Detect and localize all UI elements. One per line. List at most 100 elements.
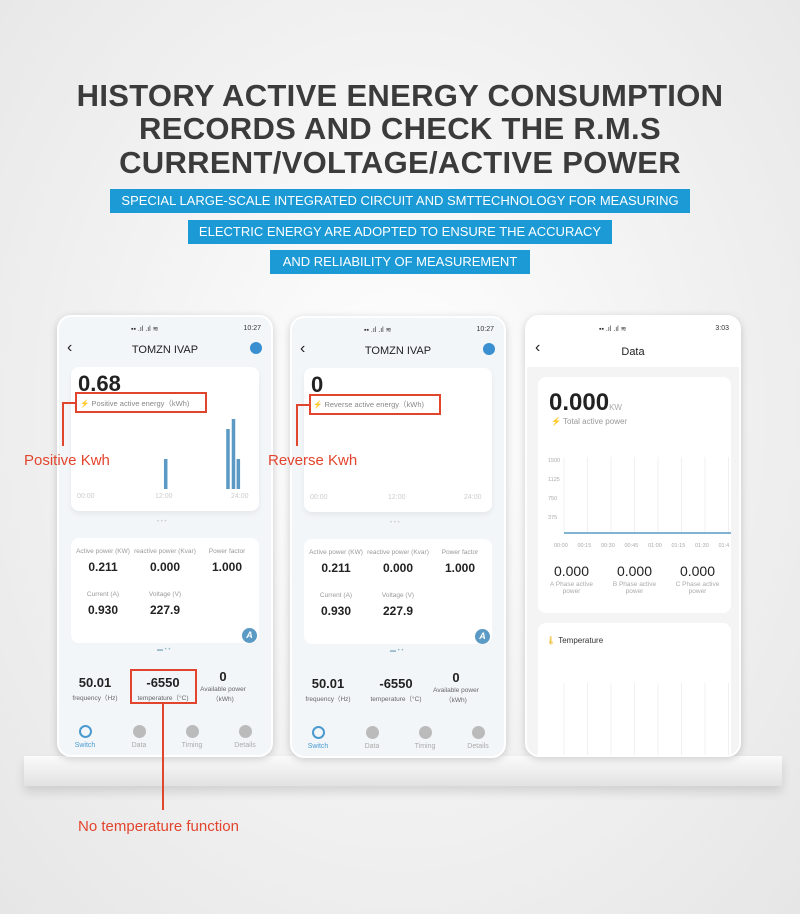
metric-label: Power factor — [441, 549, 479, 556]
status-time: 3:03 — [715, 325, 729, 332]
metric-value: 1.000 — [444, 561, 476, 575]
metric-label: Voltage (V) — [381, 592, 415, 599]
back-button[interactable]: ‹ — [300, 340, 306, 357]
y-tick: 1125 — [548, 477, 560, 483]
info-band-3: AND RELIABILITY OF MEASUREMENT — [270, 250, 530, 274]
nav-label: Details — [467, 743, 489, 750]
energy-card: 0.68 ⚡ Positive active energy（kWh) 00:00… — [71, 367, 259, 511]
power-icon — [311, 726, 325, 739]
bottom-value: -6550 — [379, 676, 413, 691]
auto-icon[interactable]: A — [475, 629, 490, 644]
temperature-label: Temperature — [558, 636, 604, 645]
back-button[interactable]: ‹ — [67, 339, 73, 356]
auto-icon[interactable]: A — [242, 628, 257, 643]
positive-annotation: Positive Kwh — [24, 452, 110, 469]
metric-label: Current (A) — [319, 592, 353, 599]
x-tick: 24:00 — [231, 493, 249, 500]
metric-label: Active power (KW) — [76, 548, 130, 555]
bottom-label: frequency（Hz) — [72, 695, 118, 702]
nav-switch[interactable]: Switch — [298, 726, 338, 750]
energy-bar — [231, 419, 236, 489]
nav-data[interactable]: Data — [352, 726, 392, 750]
metric-label: reactive power (Kvar) — [134, 548, 196, 555]
nav-details[interactable]: Details — [458, 726, 498, 750]
metric-value: 1.000 — [211, 560, 243, 574]
y-tick: 375 — [548, 515, 557, 521]
data-phone: ▪▪ .ıl .ıl ≋ 3:03 ‹ Data 0.000KW ⚡ Total … — [525, 315, 741, 757]
metric-value: 0.930 — [320, 604, 352, 618]
thermometer-icon: 🌡 — [546, 636, 557, 645]
positive-highlight-box — [75, 392, 207, 413]
nav-switch[interactable]: Switch — [65, 725, 105, 749]
page-title: Data — [621, 346, 645, 358]
bottom-value: 50.01 — [311, 676, 345, 691]
bolt-icon: ⚡ — [313, 400, 323, 409]
bolt-icon: ⚡ — [551, 417, 561, 426]
annotation-line — [296, 404, 298, 446]
nav-label: Timing — [181, 742, 203, 749]
clock-icon — [418, 726, 432, 739]
device-title: TOMZN IVAP — [131, 344, 199, 356]
header-bar — [527, 317, 739, 367]
page-dots[interactable]: ▬ • • — [390, 648, 404, 654]
gear-icon[interactable] — [483, 343, 495, 355]
x-tick: 00:45 — [625, 543, 639, 549]
back-button[interactable]: ‹ — [535, 339, 541, 356]
bottom-value: 0 — [219, 669, 227, 684]
signal-icon: ▪▪ .ıl .ıl ≋ — [364, 327, 392, 334]
x-tick: 00:15 — [578, 543, 592, 549]
phase-label: C Phase active power — [675, 581, 720, 595]
nav-timing[interactable]: Timing — [172, 725, 212, 749]
energy-card: 0 ⚡ Reverse active energy（kWh) 00:00 12:0… — [304, 368, 492, 512]
x-tick: 01:15 — [672, 543, 686, 549]
nav-details[interactable]: Details — [225, 725, 265, 749]
page-dots[interactable]: • • • — [157, 519, 167, 525]
status-time: 10:27 — [476, 326, 494, 333]
energy-label: Reverse active energy（kWh) — [324, 400, 425, 409]
headline-line-2: RECORDS AND CHECK THE R.M.S — [139, 111, 661, 146]
annotation-line — [296, 404, 310, 406]
bottom-label: Available power（kWh) — [433, 687, 479, 704]
page-dots[interactable]: • • • — [390, 520, 400, 526]
metric-label: Power factor — [208, 548, 246, 555]
reverse-annotation: Reverse Kwh — [268, 452, 358, 469]
info-band-2: ELECTRIC ENERGY ARE ADOPTED TO ENSURE TH… — [188, 220, 612, 244]
gear-icon[interactable] — [250, 342, 262, 354]
shelf — [24, 756, 782, 786]
metric-value: 0.211 — [88, 560, 118, 574]
bottom-value: 50.01 — [78, 675, 112, 690]
energy-chart — [163, 419, 241, 489]
power-icon — [78, 725, 92, 738]
unit: KW — [609, 403, 622, 412]
energy-value: 0 — [311, 372, 324, 397]
metric-label: reactive power (Kvar) — [367, 549, 429, 556]
nav-label: Data — [364, 743, 380, 750]
nav-label: Switch — [307, 743, 329, 750]
nav-label: Data — [131, 742, 147, 749]
status-bar: ▪▪ .ıl .ıl ≋ 10:27 — [59, 325, 271, 335]
annotation-line — [162, 703, 164, 810]
x-tick: 00:00 — [77, 493, 95, 500]
signal-icon: ▪▪ .ıl .ıl ≋ — [599, 326, 627, 333]
page-dots[interactable]: ▬ • • — [157, 647, 171, 653]
energy-bar — [226, 429, 230, 489]
device-title: TOMZN IVAP — [364, 345, 432, 357]
reverse-highlight-box — [309, 394, 441, 415]
details-icon — [238, 725, 252, 738]
power-chart: 1500 1125 750 375 00:00 00:15 00:30 00:45 01:00 0… — [548, 457, 731, 549]
metrics-card: Active power (KW) 0.211 reactive power (Kv… — [304, 539, 492, 644]
switch-phone-1: ▪▪ .ıl .ıl ≋ 10:27 ‹ TOMZN IVAP 0.68 ⚡ Po… — [57, 315, 273, 757]
clock-icon — [185, 725, 199, 738]
signal-icon: ▪▪ .ıl .ıl ≋ — [131, 326, 159, 333]
bottom-label: temperature（°C) — [137, 695, 189, 702]
nav-data[interactable]: Data — [119, 725, 159, 749]
nav-label: Timing — [414, 743, 436, 750]
nav-label: Details — [234, 742, 256, 749]
energy-bar — [236, 459, 241, 489]
nav-timing[interactable]: Timing — [405, 726, 445, 750]
info-band-1: SPECIAL LARGE-SCALE INTEGRATED CIRCUIT A… — [110, 189, 690, 213]
energy-label: Positive active energy（kWh) — [91, 399, 190, 408]
metric-label: Voltage (V) — [148, 591, 182, 598]
metric-value: 0.930 — [87, 603, 119, 617]
status-time: 10:27 — [243, 325, 261, 332]
